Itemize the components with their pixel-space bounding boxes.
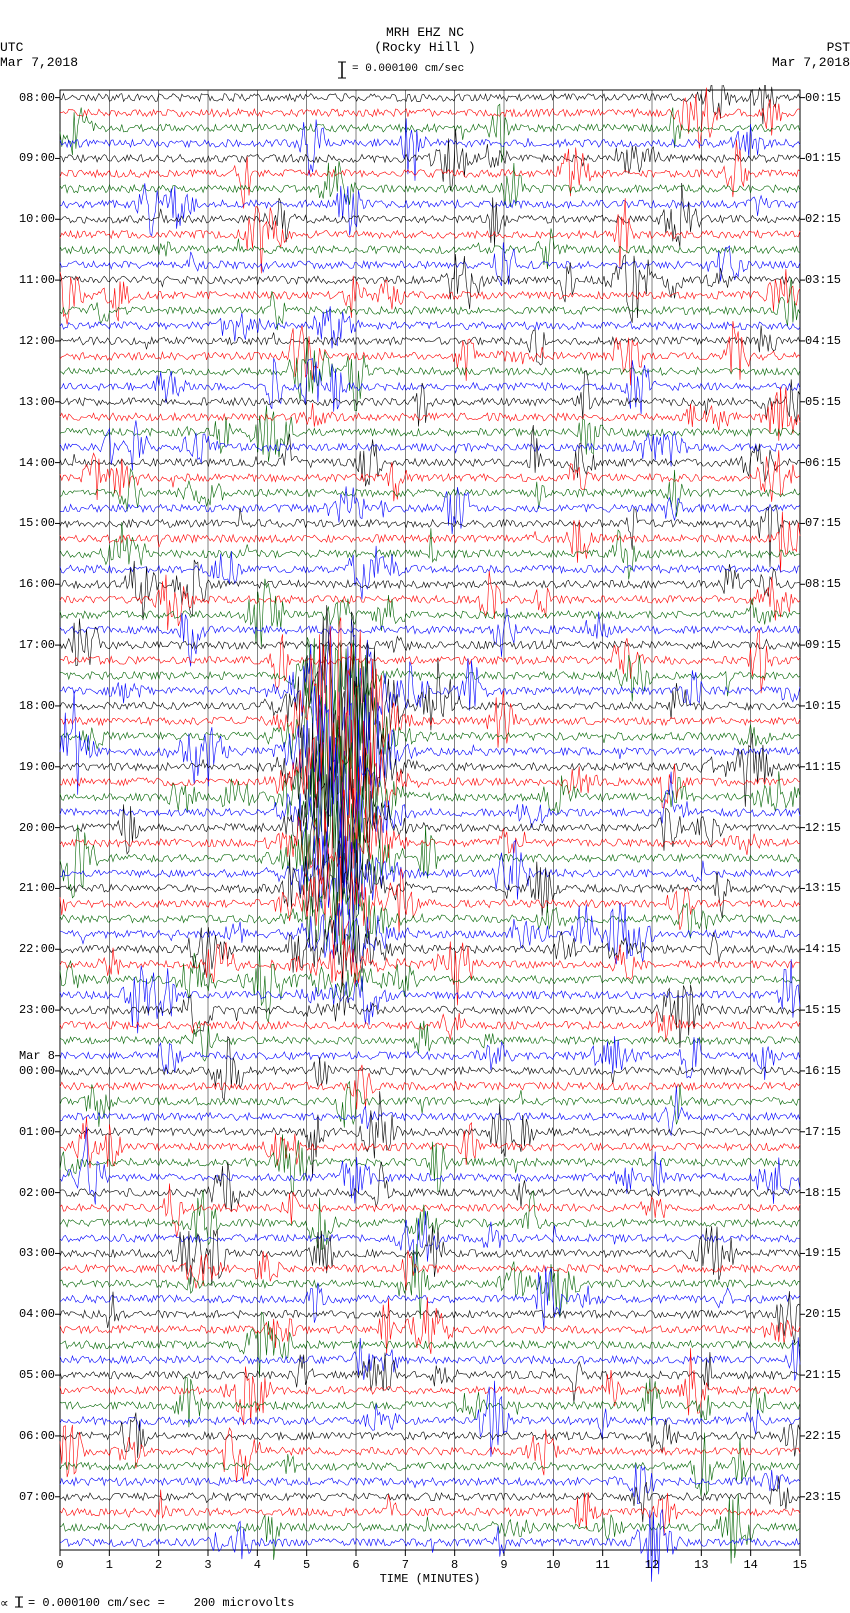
pst-hour-label: 03:15	[805, 273, 850, 287]
x-tick-label: 1	[106, 1558, 113, 1572]
pst-hour-label: 16:15	[805, 1064, 850, 1078]
pst-hour-label: 12:15	[805, 821, 850, 835]
seismogram-plot	[55, 85, 805, 1585]
utc-hour-label: 23:00	[5, 1003, 55, 1017]
pst-hour-label: 21:15	[805, 1368, 850, 1382]
pst-hour-label: 11:15	[805, 760, 850, 774]
x-tick-label: 8	[451, 1558, 458, 1572]
utc-hour-label: 13:00	[5, 395, 55, 409]
pst-hour-label: 02:15	[805, 212, 850, 226]
pst-hour-label: 15:15	[805, 1003, 850, 1017]
x-tick-label: 3	[204, 1558, 211, 1572]
pst-date: Mar 7,2018	[750, 55, 850, 70]
pst-hour-label: 19:15	[805, 1246, 850, 1260]
pst-hour-label: 10:15	[805, 699, 850, 713]
station-line1: MRH EHZ NC	[345, 25, 505, 40]
pst-hour-label: 01:15	[805, 151, 850, 165]
utc-hour-label: 04:00	[5, 1307, 55, 1321]
seismogram-page: UTC Mar 7,2018 MRH EHZ NC (Rocky Hill ) …	[0, 0, 850, 1613]
x-tick-label: 6	[352, 1558, 359, 1572]
x-tick-label: 10	[546, 1558, 560, 1572]
pst-hour-label: 14:15	[805, 942, 850, 956]
utc-hour-label: 02:00	[5, 1186, 55, 1200]
pst-hour-label: 04:15	[805, 334, 850, 348]
utc-hour-label: 15:00	[5, 516, 55, 530]
utc-hour-label: 06:00	[5, 1429, 55, 1443]
utc-hour-label: 08:00	[5, 91, 55, 105]
utc-hour-label: 03:00	[5, 1246, 55, 1260]
pst-hour-label: 17:15	[805, 1125, 850, 1139]
utc-hour-label: 09:00	[5, 151, 55, 165]
x-axis-title: TIME (MINUTES)	[380, 1572, 481, 1586]
x-tick-label: 11	[595, 1558, 609, 1572]
utc-hour-label: 05:00	[5, 1368, 55, 1382]
utc-hour-label: 18:00	[5, 699, 55, 713]
pst-hour-label: 20:15	[805, 1307, 850, 1321]
utc-hour-label: 11:00	[5, 273, 55, 287]
pst-hour-label: 18:15	[805, 1186, 850, 1200]
utc-hour-label: 01:00	[5, 1125, 55, 1139]
utc-hour-label: 21:00	[5, 881, 55, 895]
x-tick-label: 5	[303, 1558, 310, 1572]
pst-label: PST	[750, 40, 850, 55]
footer-scale-text: = 0.000100 cm/sec = 200 microvolts	[28, 1596, 294, 1610]
x-tick-label: 13	[694, 1558, 708, 1572]
pst-hour-label: 05:15	[805, 395, 850, 409]
scale-text-top: = 0.000100 cm/sec	[352, 63, 464, 75]
utc-label: UTC	[0, 40, 23, 55]
pst-hour-label: 00:15	[805, 91, 850, 105]
utc-hour-label: 14:00	[5, 456, 55, 470]
pst-hour-label: 13:15	[805, 881, 850, 895]
utc-hour-label: 16:00	[5, 577, 55, 591]
x-tick-label: 15	[793, 1558, 807, 1572]
pst-hour-label: 09:15	[805, 638, 850, 652]
utc-hour-label: 19:00	[5, 760, 55, 774]
footer-prefix: ∝	[0, 1596, 9, 1611]
x-tick-label: 2	[155, 1558, 162, 1572]
utc-hour-label: 20:00	[5, 821, 55, 835]
x-tick-label: 7	[402, 1558, 409, 1572]
pst-hour-label: 22:15	[805, 1429, 850, 1443]
x-tick-label: 4	[254, 1558, 261, 1572]
station-line2: (Rocky Hill )	[345, 40, 505, 55]
utc-hour-label: 00:00	[5, 1064, 55, 1078]
utc-hour-label: 17:00	[5, 638, 55, 652]
x-tick-label: 14	[743, 1558, 757, 1572]
scale-bar-icon	[335, 60, 349, 80]
pst-hour-label: 23:15	[805, 1490, 850, 1504]
utc-hour-label: 07:00	[5, 1490, 55, 1504]
utc-hour-label: 22:00	[5, 942, 55, 956]
x-tick-label: 0	[56, 1558, 63, 1572]
utc-hour-label: 12:00	[5, 334, 55, 348]
utc-date: Mar 7,2018	[0, 55, 78, 70]
x-tick-label: 12	[645, 1558, 659, 1572]
pst-hour-label: 07:15	[805, 516, 850, 530]
pst-hour-label: 06:15	[805, 456, 850, 470]
x-tick-label: 9	[500, 1558, 507, 1572]
scale-bar-bottom-icon	[12, 1595, 26, 1609]
pst-hour-label: 08:15	[805, 577, 850, 591]
utc-hour-label: 10:00	[5, 212, 55, 226]
utc-hour-label: Mar 8	[5, 1049, 55, 1063]
